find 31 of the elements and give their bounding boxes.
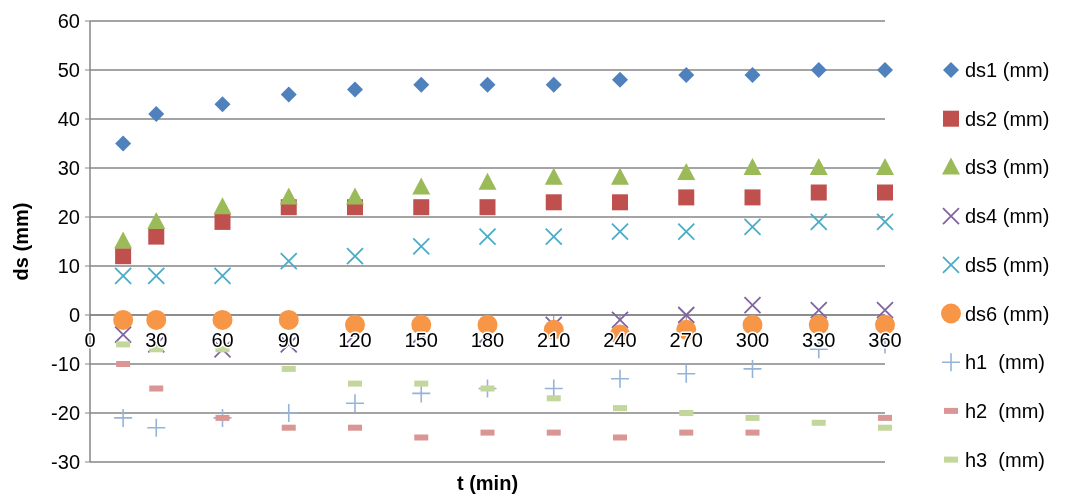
legend-label: ds6 (mm) — [965, 302, 1050, 325]
x-tick-label: 150 — [404, 329, 438, 351]
legend-label: ds3 (mm) — [965, 156, 1050, 179]
y-tick-label: -30 — [51, 451, 80, 473]
x-tick-label: 300 — [735, 329, 770, 351]
y-tick-label: 20 — [57, 206, 80, 228]
legend-label: h2 (mm) — [965, 399, 1045, 422]
legend-label: ds1 (mm) — [965, 59, 1050, 81]
x-tick-label: 0 — [84, 329, 96, 351]
legend-label: ds5 (mm) — [965, 253, 1050, 276]
legend-label: h1 (mm) — [965, 351, 1045, 374]
y-tick-label: 30 — [57, 157, 80, 179]
y-tick-label: 60 — [57, 10, 80, 32]
x-tick-label: 330 — [802, 329, 836, 351]
y-tick-label: 10 — [57, 255, 80, 277]
y-axis-title: ds (mm) — [10, 202, 32, 281]
x-tick-label: 180 — [470, 329, 505, 351]
x-axis-title: t (min) — [456, 472, 519, 494]
y-tick-label: 40 — [57, 108, 80, 130]
x-tick-label: 60 — [211, 329, 234, 351]
x-tick-label: 270 — [669, 329, 703, 351]
legend-label: ds2 (mm) — [965, 107, 1050, 130]
y-tick-label: -20 — [51, 402, 80, 424]
x-tick-label: 240 — [603, 329, 637, 351]
y-tick-label: 50 — [57, 59, 80, 81]
y-tick-label: -10 — [51, 353, 80, 375]
y-tick-label: 0 — [68, 304, 80, 326]
x-tick-label: 210 — [537, 329, 571, 351]
legend-label: h3 (mm) — [965, 448, 1045, 471]
x-tick-label: 120 — [338, 329, 372, 351]
legend-label: ds4 (mm) — [965, 205, 1050, 228]
